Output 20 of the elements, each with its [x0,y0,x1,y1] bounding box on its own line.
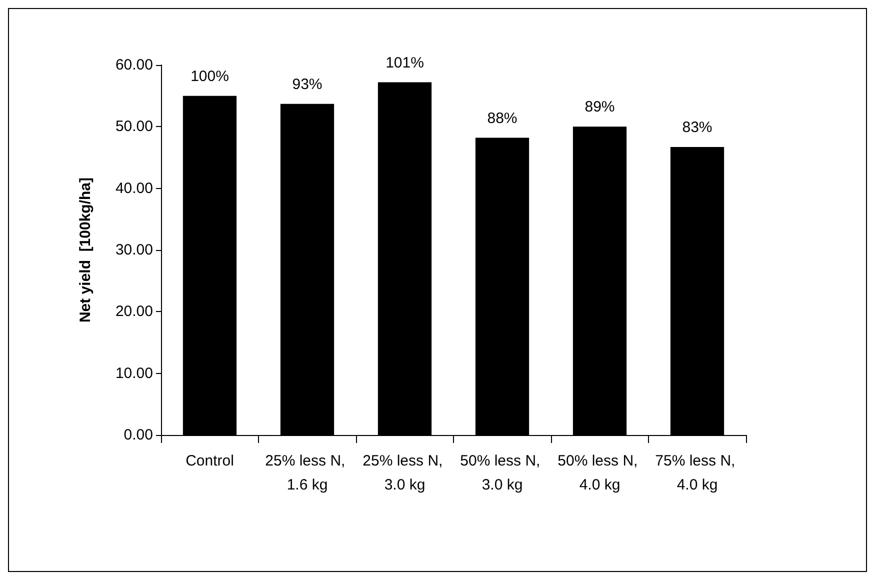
annotation: 100% [190,68,229,85]
y-tick-label: 0.00 [124,426,153,444]
annotation: 89% [584,98,615,116]
x-tick-label: 75% less N, 4.0 kg [655,452,740,494]
annotation: 83% [682,119,712,136]
annotation: 101% [386,54,424,72]
x-tick-label: 25% less N, 3.0 kg [362,452,447,494]
y-tick-label: 50.00 [115,118,153,136]
x-tick-label: 50% less N, 3.0 kg [460,452,544,494]
x-tick-label: 25% less N, 1.6 kg [265,452,350,494]
y-tick-label: 60.00 [115,56,153,74]
x-tick-label: Control [186,452,234,470]
y-tick-label: 10.00 [115,364,153,382]
y-axis-title: Net yield [100kg/ha] [77,177,94,323]
annotation: 88% [487,110,518,127]
x-tick-label: 50% less N, 4.0 kg [558,452,642,494]
y-tick-label: 30.00 [115,242,153,258]
annotation: 93% [292,76,322,93]
y-tick-label: 40.00 [115,180,153,197]
y-tick-label: 20.00 [115,303,153,320]
